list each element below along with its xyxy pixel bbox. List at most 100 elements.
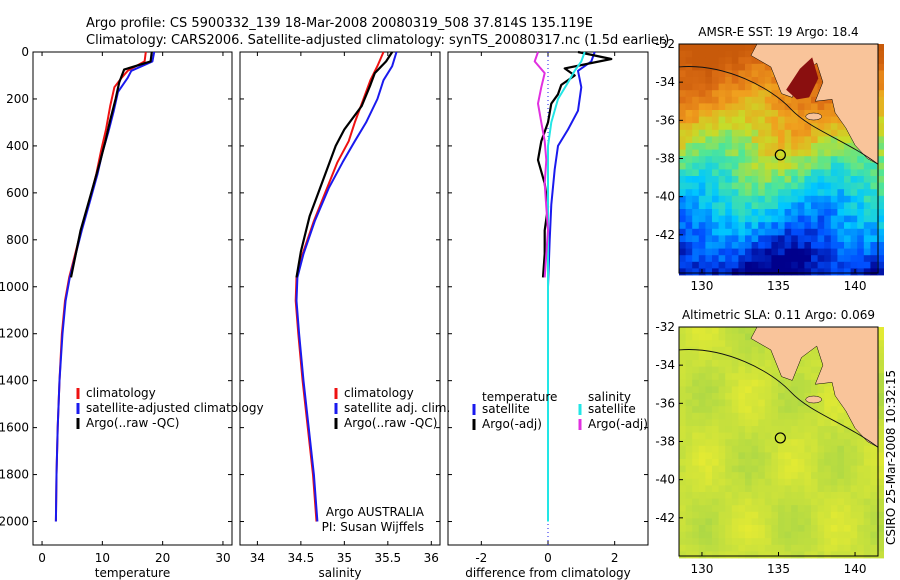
sla-map-cell (679, 373, 686, 381)
sla-map-cell (712, 505, 719, 513)
sst-map-cell (797, 169, 805, 177)
sla-map-cell (824, 412, 832, 420)
sst-map-cell (712, 209, 719, 216)
sst-map-cell (804, 228, 812, 236)
sla-map-cell (731, 498, 739, 506)
sla-map-cell (731, 399, 739, 407)
sla-map-cell (738, 511, 746, 519)
sla-map-cell (758, 551, 766, 559)
legend-entry: satellite (482, 402, 530, 416)
sla-map-cell (712, 531, 719, 539)
sla-map-cell (705, 472, 713, 480)
sst-map-cell (844, 242, 851, 249)
sst-map-cell (811, 136, 818, 144)
sst-map-cell (731, 235, 739, 243)
sst-map-cell (738, 136, 746, 144)
sst-map-cell (731, 110, 739, 117)
sla-map-cell (778, 492, 785, 499)
sst-map-cell (830, 242, 838, 249)
sla-map-cell (731, 551, 739, 559)
sla-map-cell (771, 386, 779, 394)
sla-map-cell (863, 498, 871, 506)
sst-map-cell (837, 261, 845, 269)
sla-map-cell (679, 432, 686, 440)
sst-map-cell (850, 268, 858, 276)
sla-map-cell (804, 505, 812, 513)
sla-map-cell (679, 459, 686, 466)
sst-map-cell (705, 202, 713, 210)
sst-map-cell (751, 90, 759, 98)
sla-map-cell (784, 478, 792, 486)
sst-map-cell (705, 77, 713, 84)
sst-map-cell (771, 77, 779, 84)
sla-map-cell (830, 426, 838, 433)
sst-map-cell (738, 169, 746, 177)
sst-map-cell (685, 83, 693, 91)
sst-map-cell (837, 202, 845, 210)
sst-map-cell (778, 189, 785, 197)
sla-map-cell (718, 426, 726, 433)
sla-map-cell (718, 498, 726, 506)
sla-map-cell (685, 498, 693, 506)
sst-map-cell (824, 202, 832, 210)
sst-map-cell (797, 215, 805, 223)
sst-map-cell (718, 83, 726, 91)
sla-map-cell (679, 386, 686, 394)
sla-map-cell (738, 505, 746, 513)
sst-map-cell (725, 77, 733, 84)
sst-map-cell (778, 103, 785, 111)
sst-map-cell (824, 215, 832, 223)
sla-map-cell (824, 538, 832, 546)
legend-entry: Argo(-adj) (588, 417, 648, 431)
sst-map-cell (857, 182, 865, 190)
sla-map-cell (877, 511, 884, 519)
sla-map-cell (837, 498, 845, 506)
sla-map-cell (679, 393, 686, 400)
sla-map-cell (705, 525, 713, 532)
sla-map-cell (784, 538, 792, 546)
sla-map-cell (685, 333, 693, 341)
sst-map-cell (837, 143, 845, 150)
sst-map-cell (685, 136, 693, 144)
sst-map-cell (797, 222, 805, 230)
sla-map-cell (705, 459, 713, 466)
sst-map-cell (745, 215, 752, 223)
sst-map-cell (804, 268, 812, 276)
sla-map-cell (725, 551, 733, 559)
sla-map-cell (817, 459, 825, 466)
sla-map-cell (791, 518, 799, 526)
sla-map-cell (698, 426, 706, 433)
sla-map-cell (844, 472, 851, 480)
sst-map-cell (698, 255, 706, 263)
sst-map-cell (804, 156, 812, 164)
sla-map-cell (870, 492, 878, 499)
sst-map-cell (811, 195, 818, 203)
sla-map-cell (679, 505, 686, 513)
sst-map-cell (784, 268, 792, 276)
sst-map-cell (824, 176, 832, 183)
sla-map-cell (705, 426, 713, 433)
sla-map-ytick-label: -32 (655, 320, 675, 334)
sla-map-cell (738, 393, 746, 400)
sst-map-cell (685, 143, 693, 150)
sst-map-cell (685, 110, 693, 117)
sst-map-cell (830, 182, 838, 190)
sst-map-cell (679, 202, 686, 210)
sla-map-cell (705, 399, 713, 407)
sst-map-cell (791, 215, 799, 223)
sst-map-cell (857, 195, 865, 203)
sla-map-cell (824, 379, 832, 387)
sla-map-cell (745, 445, 752, 453)
sla-map-cell (725, 505, 733, 513)
sla-map-cell (830, 525, 838, 532)
sla-map-cell (751, 373, 759, 381)
sst-map-cell (738, 116, 746, 124)
sla-map-cell (712, 333, 719, 341)
sst-map-cell (870, 255, 878, 263)
sst-map-cell (863, 235, 871, 243)
sst-map-cell (705, 255, 713, 263)
legend-heading: temperature (482, 390, 557, 404)
sla-map-cell (718, 327, 726, 334)
sst-map-cell (857, 242, 865, 249)
sla-map-cell (784, 426, 792, 433)
